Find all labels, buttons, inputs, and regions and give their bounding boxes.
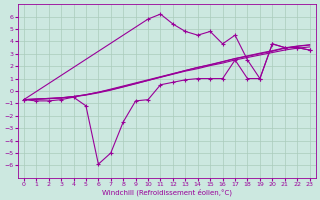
X-axis label: Windchill (Refroidissement éolien,°C): Windchill (Refroidissement éolien,°C)	[102, 188, 232, 196]
